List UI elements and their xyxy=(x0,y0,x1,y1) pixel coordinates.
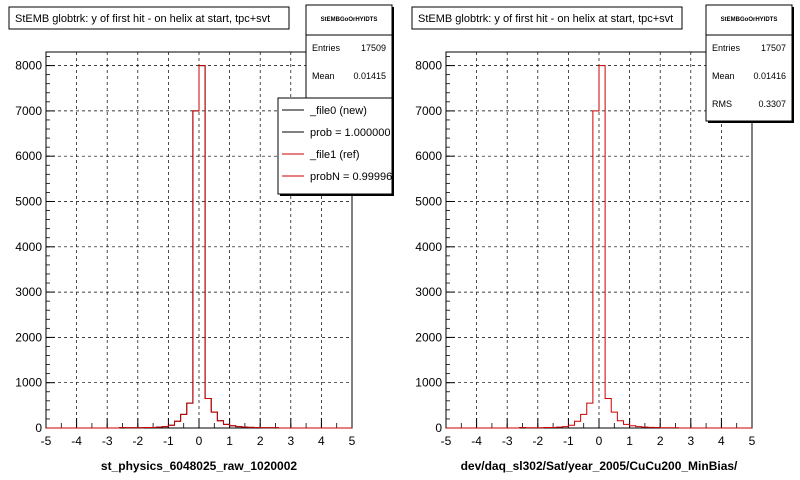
x-tick-label: 1 xyxy=(226,434,233,448)
x-tick-label: 0 xyxy=(596,434,603,448)
histogram-panel-2: -5 -4 -3 -2 -1 0 1 2 3 4 5 0 1000 2000 3000 4000 5000 600… xyxy=(411,4,794,473)
histogram-series-1 xyxy=(446,65,752,429)
histogram-outline xyxy=(46,65,352,429)
x-tick-label: 0 xyxy=(196,434,203,448)
y-tick-label: 1000 xyxy=(415,376,442,390)
stats-label: Entries xyxy=(312,43,341,53)
y-tick-label: 1000 xyxy=(15,376,42,390)
plot-title: StEMB globtrk: y of first hit - on helix… xyxy=(15,13,270,25)
histogram-bin xyxy=(181,414,187,428)
x-tick-label: 1 xyxy=(626,434,633,448)
histogram-bin xyxy=(199,66,205,428)
stats-label: RMS xyxy=(712,99,732,109)
stats-label: Mean xyxy=(312,71,335,81)
y-tick-label: 5000 xyxy=(15,194,42,208)
x-axis: -5 -4 -3 -2 -1 0 1 2 3 4 5 xyxy=(41,418,356,448)
y-tick-label: 8000 xyxy=(415,59,442,73)
histogram-bin xyxy=(205,399,211,428)
title-box xyxy=(8,6,290,30)
title-box xyxy=(411,6,683,30)
x-tick-label: -3 xyxy=(102,434,113,448)
histogram-bin xyxy=(217,421,223,428)
x-tick-label: 2 xyxy=(257,434,264,448)
y-tick-label: 6000 xyxy=(415,149,442,163)
legend-label: probN = 0.99996 xyxy=(310,171,392,183)
histogram-bin xyxy=(187,403,193,428)
histogram-bin xyxy=(581,414,587,428)
histogram-bin xyxy=(623,424,629,428)
histogram-bin xyxy=(175,421,181,428)
x-tick-label: -4 xyxy=(471,434,482,448)
x-tick-label: 5 xyxy=(749,434,756,448)
x-tick-label: 3 xyxy=(287,434,294,448)
x-tick-label: -5 xyxy=(441,434,452,448)
histogram-bin xyxy=(575,421,581,428)
stats-value: 17509 xyxy=(361,43,386,53)
x-axis-label: st_physics_6048025_raw_1020002 xyxy=(101,459,297,473)
y-axis: 0 1000 2000 3000 4000 5000 6000 7000 8000 xyxy=(15,56,55,435)
x-tick-label: -2 xyxy=(132,434,143,448)
histogram-bin xyxy=(599,66,605,428)
histogram-outline xyxy=(446,65,752,429)
x-tick-label: 4 xyxy=(318,434,325,448)
y-tick-label: 3000 xyxy=(15,285,42,299)
histogram-series-2 xyxy=(46,65,352,429)
histogram-panel-1: -5 -4 -3 -2 -1 0 1 2 3 4 5 0 1000 2000 3000 4000 5000 600… xyxy=(8,4,394,473)
legend-entries: _file0 (new) prob = 1.000000 _file1 (ref) p… xyxy=(282,105,392,183)
x-tick-label: 5 xyxy=(349,434,356,448)
legend-label: _file1 (ref) xyxy=(309,149,360,161)
plot-title: StEMB globtrk: y of first hit - on helix… xyxy=(418,13,673,25)
y-tick-label: 8000 xyxy=(15,59,42,73)
x-tick-label: -2 xyxy=(532,434,543,448)
x-tick-label: 2 xyxy=(657,434,664,448)
x-tick-label: -5 xyxy=(41,434,52,448)
y-tick-label: 5000 xyxy=(415,194,442,208)
x-tick-label: -1 xyxy=(163,434,174,448)
histogram-bin xyxy=(593,111,599,428)
y-tick-label: 7000 xyxy=(15,104,42,118)
stats-box xyxy=(705,4,793,122)
stats-value: 17507 xyxy=(761,43,786,53)
y-tick-label: 7000 xyxy=(415,104,442,118)
stats-header: StEMBGoOrHYIDTS xyxy=(721,17,778,23)
y-axis: 0 1000 2000 3000 4000 5000 6000 7000 8000 xyxy=(415,56,455,435)
stats-value: 0.3307 xyxy=(758,99,786,109)
x-tick-label: -1 xyxy=(563,434,574,448)
x-axis-label: dev/daq_sl302/Sat/year_2005/CuCu200_MinB… xyxy=(461,459,738,473)
x-tick-label: -3 xyxy=(502,434,513,448)
y-tick-label: 0 xyxy=(35,421,42,435)
grid-lines xyxy=(446,52,752,428)
histogram-bin xyxy=(211,412,217,428)
y-tick-label: 4000 xyxy=(415,240,442,254)
y-tick-label: 0 xyxy=(435,421,442,435)
histogram-bin xyxy=(605,399,611,428)
x-tick-label: 4 xyxy=(718,434,725,448)
stats-header: StEMBGoOrHYIDTS xyxy=(321,17,378,23)
y-tick-label: 3000 xyxy=(415,285,442,299)
y-tick-label: 6000 xyxy=(15,149,42,163)
histogram-bin xyxy=(617,421,623,428)
x-tick-label: 3 xyxy=(687,434,694,448)
y-tick-label: 2000 xyxy=(15,330,42,344)
legend-box xyxy=(277,97,393,195)
stats-label: Entries xyxy=(712,43,741,53)
x-tick-label: -4 xyxy=(71,434,82,448)
histogram-bin xyxy=(587,403,593,428)
stats-value: 0.01415 xyxy=(353,71,386,81)
histogram-bin xyxy=(193,111,199,428)
y-tick-label: 2000 xyxy=(415,330,442,344)
stats-value: 0.01416 xyxy=(753,71,786,81)
y-tick-label: 4000 xyxy=(15,240,42,254)
stats-label: Mean xyxy=(712,71,735,81)
legend-label: _file0 (new) xyxy=(309,105,367,117)
histogram-bin xyxy=(611,412,617,428)
legend-label: prob = 1.000000 xyxy=(310,127,390,139)
histogram-bin xyxy=(223,424,229,428)
